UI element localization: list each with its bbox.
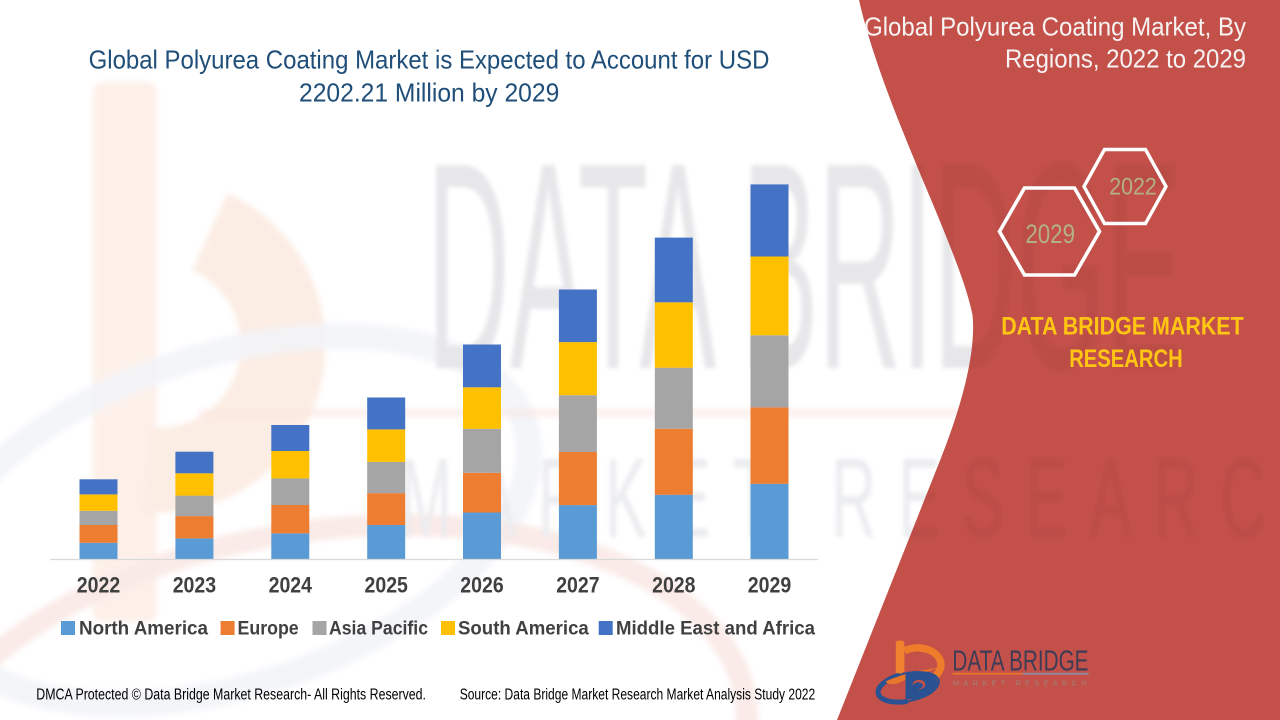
svg-text:2022: 2022 bbox=[77, 573, 120, 598]
svg-text:2202.21 Million by 2029: 2202.21 Million by 2029 bbox=[299, 78, 559, 108]
svg-text:MARKET RESEARCH: MARKET RESEARCH bbox=[953, 679, 1091, 688]
svg-text:Middle East and Africa: Middle East and Africa bbox=[616, 618, 815, 640]
svg-text:Europe: Europe bbox=[238, 618, 299, 640]
svg-text:2024: 2024 bbox=[269, 573, 313, 598]
svg-text:2028: 2028 bbox=[652, 573, 695, 598]
svg-text:Global Polyurea Coating Market: Global Polyurea Coating Market is Expect… bbox=[89, 45, 770, 75]
svg-text:2029: 2029 bbox=[748, 573, 791, 598]
svg-text:South America: South America bbox=[458, 618, 589, 640]
svg-text:2025: 2025 bbox=[365, 573, 408, 598]
svg-text:Asia Pacific: Asia Pacific bbox=[329, 618, 428, 640]
svg-text:Source: Data Bridge Market Res: Source: Data Bridge Market Research Mark… bbox=[460, 687, 816, 704]
svg-text:DMCA Protected © Data Bridge M: DMCA Protected © Data Bridge Market Rese… bbox=[36, 687, 426, 704]
svg-text:DATA BRIDGE: DATA BRIDGE bbox=[952, 646, 1088, 678]
svg-text:2026: 2026 bbox=[460, 573, 503, 598]
svg-text:Regions, 2022 to 2029: Regions, 2022 to 2029 bbox=[1005, 43, 1246, 73]
svg-text:DATA BRIDGE MARKET: DATA BRIDGE MARKET bbox=[1001, 312, 1244, 340]
svg-text:2029: 2029 bbox=[1025, 219, 1075, 249]
svg-text:Global Polyurea Coating Market: Global Polyurea Coating Market, By bbox=[864, 11, 1246, 41]
svg-text:2027: 2027 bbox=[556, 573, 599, 598]
svg-text:North America: North America bbox=[79, 618, 208, 640]
svg-text:2022: 2022 bbox=[1109, 174, 1157, 201]
svg-text:2023: 2023 bbox=[173, 573, 216, 598]
svg-text:RESEARCH: RESEARCH bbox=[1069, 345, 1183, 373]
